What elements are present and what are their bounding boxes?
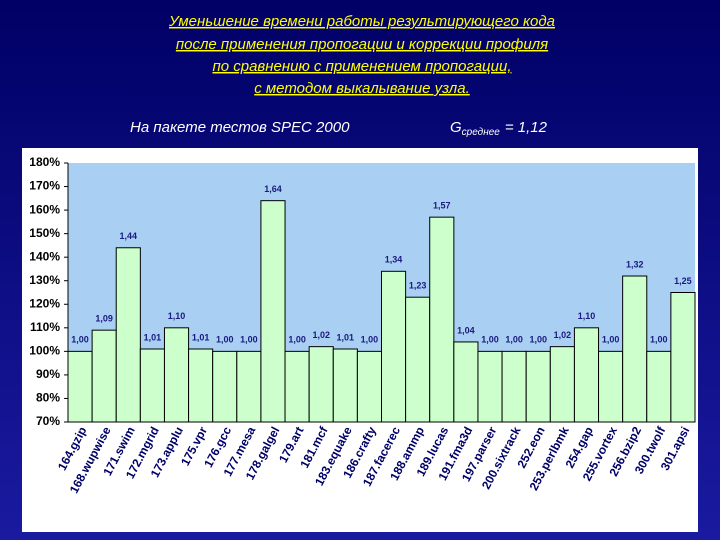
bar <box>573 327 600 423</box>
y-tick-label: 170% <box>29 179 60 193</box>
value-label: 1,64 <box>264 184 282 194</box>
bar <box>670 292 696 423</box>
annotation-subscript: среднее <box>462 127 501 138</box>
annotation-symbol: G <box>450 119 462 136</box>
value-label: 1,25 <box>674 276 692 286</box>
value-label: 1,00 <box>361 335 379 345</box>
bar <box>163 327 190 423</box>
value-label: 1,10 <box>168 311 186 321</box>
bar <box>308 346 334 423</box>
value-label: 1,00 <box>602 335 620 345</box>
y-tick-label: 80% <box>36 391 60 405</box>
bar <box>139 348 165 423</box>
bar <box>477 350 503 423</box>
value-label: 1,00 <box>288 335 306 345</box>
title-line: с методом выкалывание узла. <box>254 80 470 97</box>
bar <box>598 350 624 423</box>
bar <box>549 346 575 423</box>
title-line: Уменьшение времени работы результирующег… <box>168 13 555 30</box>
value-label: 1,00 <box>481 335 499 345</box>
y-tick-label: 110% <box>30 320 60 334</box>
bar <box>453 341 479 423</box>
value-label: 1,00 <box>240 335 258 345</box>
value-label: 1,23 <box>409 281 427 291</box>
annotation: Gсреднее = 1,12 <box>450 119 548 138</box>
y-tick-label: 140% <box>29 249 60 263</box>
bar <box>622 275 648 423</box>
value-label: 1,00 <box>71 335 89 345</box>
bar <box>646 350 672 423</box>
value-label: 1,01 <box>144 332 162 342</box>
bar <box>212 350 238 423</box>
bar <box>405 296 431 423</box>
y-tick-label: 150% <box>29 226 60 240</box>
value-label: 1,10 <box>578 311 596 321</box>
y-tick-label: 180% <box>29 155 60 169</box>
value-label: 1,34 <box>385 255 403 265</box>
y-tick-label: 160% <box>29 202 60 216</box>
value-label: 1,02 <box>312 330 330 340</box>
bar <box>525 350 551 423</box>
value-label: 1,04 <box>457 325 475 335</box>
title-line: по сравнению с применением пропогации, <box>212 58 511 75</box>
annotation-text: = 1,12 <box>505 119 548 136</box>
y-tick-label: 70% <box>36 414 60 428</box>
bar <box>284 350 310 423</box>
value-label: 1,57 <box>433 201 451 211</box>
title-line: после применения пропогации и коррекции … <box>176 36 548 53</box>
bar <box>236 350 262 423</box>
value-label: 1,44 <box>120 231 138 241</box>
y-tick-label: 130% <box>29 273 60 287</box>
bar <box>115 247 141 423</box>
bar <box>91 329 117 423</box>
bar <box>67 350 93 423</box>
value-label: 1,02 <box>554 330 572 340</box>
y-tick-label: 120% <box>29 296 60 310</box>
value-label: 1,00 <box>505 335 523 345</box>
value-label: 1,32 <box>626 259 644 269</box>
bar <box>332 348 358 423</box>
bar <box>260 200 286 423</box>
value-label: 1,01 <box>192 332 210 342</box>
bar <box>501 350 527 423</box>
value-label: 1,00 <box>216 335 234 345</box>
value-label: 1,01 <box>337 332 355 342</box>
bar <box>429 216 455 423</box>
value-label: 1,09 <box>95 314 113 324</box>
y-tick-label: 100% <box>29 344 60 358</box>
value-label: 1,00 <box>650 335 668 345</box>
bar <box>356 350 382 423</box>
y-tick-label: 90% <box>36 367 60 381</box>
bar <box>188 348 214 423</box>
subtitle: На пакете тестов SPEC 2000 <box>130 119 350 136</box>
value-label: 1,00 <box>529 335 547 345</box>
bar <box>381 270 407 423</box>
